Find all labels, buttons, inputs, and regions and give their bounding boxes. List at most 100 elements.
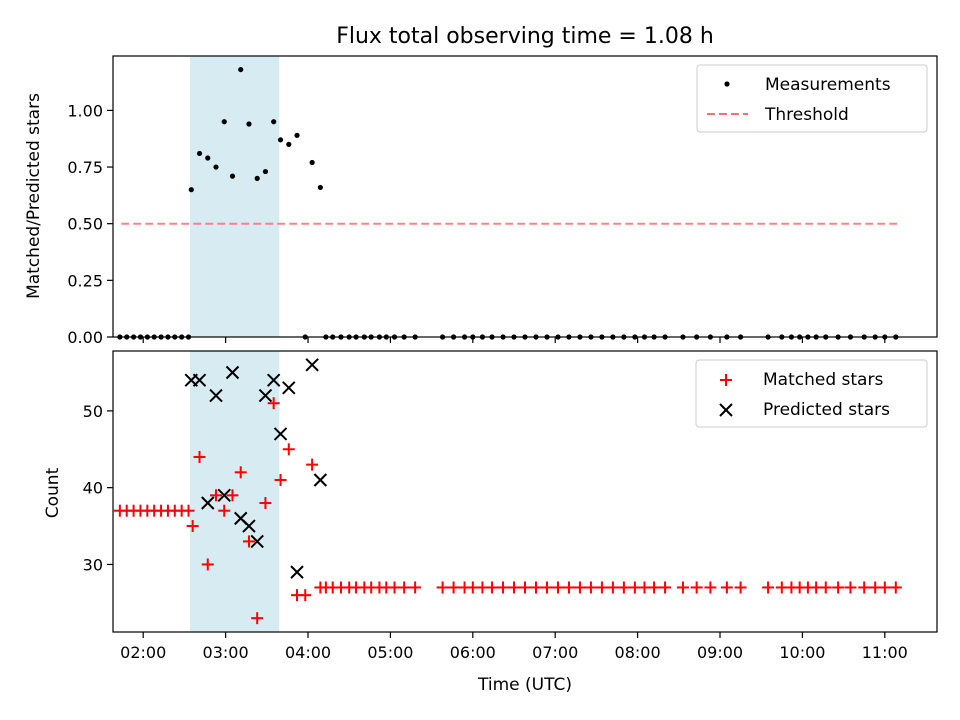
top-panel: 0.00 0.25 0.50 0.75 1.00 Matched/Predicted s…	[24, 55, 938, 347]
count-points	[113, 358, 902, 625]
measurement-point	[221, 119, 227, 125]
predicted-star-point	[313, 473, 328, 487]
measurement-point	[229, 173, 236, 179]
y-tick-label: 50	[83, 402, 103, 421]
y-tick-label: 0.25	[67, 271, 103, 290]
matched-star-point	[486, 581, 499, 594]
matched-star-point	[182, 504, 195, 517]
legend-matched-marker	[720, 374, 732, 386]
x-tick-label: 04:00	[285, 643, 331, 662]
measurement-point	[196, 150, 203, 157]
measurement-point	[254, 175, 260, 181]
matched-star-point	[762, 581, 775, 594]
measurement-point	[286, 141, 292, 147]
x-tick-label: 11:00	[862, 643, 908, 662]
matched-star-point	[832, 581, 845, 594]
predicted-star-point	[242, 519, 256, 533]
top-y-axis-label: Matched/Predicted stars	[24, 93, 44, 299]
matched-star-point	[218, 504, 231, 517]
matched-star-point	[186, 520, 199, 533]
predicted-star-point	[282, 381, 296, 395]
x-tick-label: 06:00	[450, 643, 496, 662]
predicted-star-point	[225, 365, 240, 380]
matched-star-point	[720, 581, 733, 594]
matched-star-point	[259, 497, 272, 510]
matched-star-point	[299, 589, 312, 602]
legend-predicted-label: Predicted stars	[763, 400, 890, 420]
matched-star-point	[704, 581, 717, 594]
x-tick-label: 05:00	[367, 643, 413, 662]
matched-star-point	[659, 581, 672, 594]
legend-measurements-marker	[724, 81, 730, 87]
matched-star-point	[551, 581, 564, 594]
y-tick-label: 30	[83, 555, 103, 574]
matched-star-point	[540, 581, 553, 594]
measurement-point	[246, 121, 252, 127]
x-tick-label: 10:00	[779, 643, 825, 662]
bottom-y-axis-label: Count	[43, 467, 63, 518]
legend-predicted-marker	[719, 403, 733, 417]
top-legend-box	[696, 64, 928, 133]
matched-star-point	[584, 581, 597, 594]
matched-star-point	[242, 535, 255, 548]
bottom-legend: Matched stars Predicted stars	[695, 359, 928, 428]
legend-matched-label: Matched stars	[763, 370, 883, 390]
bottom-plot-frame	[112, 350, 938, 633]
measurement-point	[188, 187, 194, 193]
top-x-ticks	[142, 337, 886, 343]
matched-star-point	[617, 581, 630, 594]
matched-star-point	[648, 581, 661, 594]
legend-threshold-label: Threshold	[764, 105, 849, 125]
predicted-star-point	[192, 373, 207, 387]
matched-star-point	[606, 581, 619, 594]
predicted-star-point	[305, 358, 319, 372]
x-tick-label: 02:00	[120, 643, 166, 662]
matched-star-point	[889, 581, 902, 594]
measurement-point	[205, 155, 211, 161]
matched-star-point	[409, 581, 422, 594]
bottom-panel: 30 40 50 02:00 03:00 04:00 05:00 06:00 07:00 08:…	[43, 350, 938, 695]
bottom-x-ticks: 02:00 03:00 04:00 05:00 06:00 07:00 08:00 09:00…	[120, 632, 908, 662]
top-y-ticks: 0.00 0.25 0.50 0.75 1.00	[67, 101, 113, 347]
bottom-legend-box	[695, 359, 928, 428]
y-tick-label: 0.00	[67, 328, 103, 347]
y-tick-label: 0.75	[67, 158, 103, 177]
top-plot-frame	[112, 55, 938, 338]
matched-star-point	[529, 581, 542, 594]
predicted-star-point	[217, 488, 231, 503]
predicted-star-point	[201, 496, 215, 510]
matched-star-point	[398, 581, 411, 594]
measurement-point	[317, 184, 323, 191]
matched-star-point	[251, 612, 264, 625]
matched-star-point	[282, 443, 295, 456]
matched-star-point	[210, 489, 222, 502]
y-tick-label: 1.00	[67, 101, 103, 120]
x-tick-label: 08:00	[615, 643, 661, 662]
matched-star-point	[274, 473, 287, 486]
matched-star-point	[519, 581, 531, 594]
measurement-point	[262, 168, 269, 175]
observing-window-span	[189, 351, 280, 632]
matched-star-point	[306, 458, 319, 471]
matched-star-point	[858, 581, 871, 594]
matched-star-point	[193, 450, 206, 463]
matched-star-point	[844, 581, 857, 594]
matched-star-point	[234, 466, 247, 479]
matched-star-point	[267, 397, 280, 410]
predicted-star-point	[266, 373, 281, 387]
matched-star-point	[878, 581, 891, 594]
matched-star-point	[819, 581, 832, 594]
matched-star-point	[508, 581, 521, 594]
matched-star-point	[562, 581, 575, 594]
matched-star-point	[573, 581, 586, 594]
matched-star-point	[436, 581, 449, 594]
matched-star-point	[595, 581, 608, 594]
measurement-point	[277, 137, 284, 143]
y-tick-label: 0.50	[67, 215, 103, 234]
predicted-star-point	[258, 388, 273, 403]
bottom-y-ticks: 30 40 50	[83, 402, 113, 574]
matched-star-point	[201, 558, 214, 571]
matched-star-point	[676, 581, 689, 594]
matched-star-point	[690, 581, 703, 594]
